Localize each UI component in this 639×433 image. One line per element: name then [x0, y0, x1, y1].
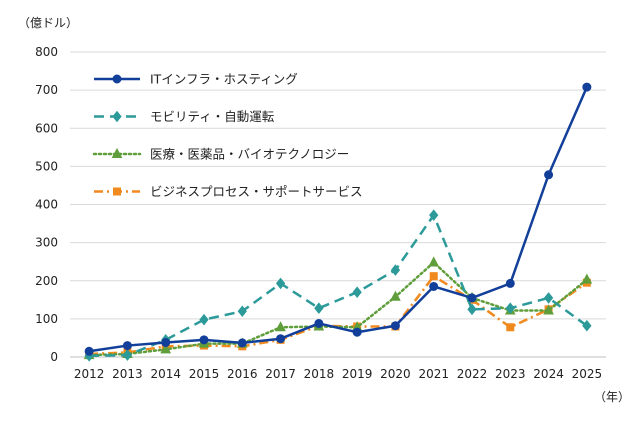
- data-point: [543, 304, 554, 315]
- series-4: [85, 272, 591, 358]
- data-point: [543, 292, 554, 304]
- legend-item: ビジネスプロセス・サポートサービス: [94, 184, 363, 199]
- legend-item: 医療・医薬品・バイオテクノロジー: [92, 147, 349, 162]
- data-point: [544, 170, 554, 180]
- y-tick-label: 800: [35, 45, 58, 59]
- y-tick-label: 600: [35, 121, 58, 135]
- legend-label: ITインフラ・ホスティング: [150, 72, 298, 87]
- data-point: [429, 272, 438, 281]
- series-1: [84, 82, 592, 356]
- data-point: [467, 303, 477, 316]
- data-point: [84, 346, 94, 356]
- legend: ITインフラ・ホスティングモビリティ・自動運転医療・医薬品・バイオテクノロジービ…: [92, 72, 363, 199]
- data-point: [505, 302, 515, 315]
- data-point: [112, 110, 122, 123]
- legend-label: モビリティ・自動運転: [150, 109, 275, 124]
- legend-item: モビリティ・自動運転: [94, 109, 275, 124]
- series-lines: [83, 82, 593, 362]
- y-axis-unit-label: （億ドル）: [18, 16, 78, 30]
- x-tick-label: 2020: [380, 367, 411, 381]
- data-point: [506, 323, 515, 332]
- series-2: [84, 209, 592, 362]
- y-tick-label: 400: [35, 198, 58, 212]
- x-tick-label: 2015: [189, 367, 220, 381]
- legend-item: ITインフラ・ホスティング: [94, 72, 298, 87]
- legend-label: 医療・医薬品・バイオテクノロジー: [150, 147, 349, 162]
- x-tick-label: 2019: [342, 367, 373, 381]
- series-line: [88, 86, 589, 353]
- x-tick-label: 2016: [227, 367, 258, 381]
- x-tick-label: 2022: [457, 367, 488, 381]
- data-point: [505, 278, 515, 288]
- data-point: [122, 341, 132, 351]
- data-point: [113, 187, 121, 196]
- x-tick-label: 2025: [572, 367, 603, 381]
- x-tick-label: 2018: [304, 367, 335, 381]
- data-point: [581, 273, 593, 284]
- x-tick-label: 2012: [74, 367, 105, 381]
- y-tick-label: 100: [35, 312, 58, 326]
- data-point: [467, 293, 477, 303]
- data-point: [199, 335, 209, 345]
- data-point: [390, 264, 401, 276]
- data-point: [582, 319, 592, 332]
- y-tick-label: 500: [35, 159, 58, 173]
- x-tick-label: 2021: [418, 367, 449, 381]
- y-tick-label: 300: [35, 236, 58, 250]
- data-point: [352, 286, 362, 298]
- axes: 0 100 200 300 400 500 600 700 800 2012 2013 2014 201…: [35, 45, 606, 381]
- data-point: [161, 338, 171, 348]
- x-tick-label: 2023: [495, 367, 526, 381]
- data-point: [390, 321, 400, 331]
- data-point: [160, 343, 172, 354]
- data-point: [390, 290, 401, 301]
- series-line: [89, 213, 588, 358]
- x-tick-label: 2014: [150, 367, 181, 381]
- data-point: [199, 313, 209, 326]
- data-point: [276, 334, 286, 344]
- data-point: [429, 209, 439, 221]
- x-tick-label: 2017: [265, 367, 296, 381]
- x-tick-label: 2013: [112, 367, 143, 381]
- data-point: [237, 338, 247, 348]
- data-point: [111, 147, 123, 158]
- y-tick-label: 700: [35, 83, 58, 97]
- data-point: [352, 327, 362, 337]
- data-point: [428, 256, 440, 267]
- data-point: [429, 281, 439, 291]
- data-point: [275, 277, 286, 290]
- x-tick-label: 2024: [533, 367, 564, 381]
- data-point: [237, 305, 247, 318]
- y-tick-label: 200: [35, 274, 58, 288]
- data-point: [122, 349, 133, 361]
- data-point: [112, 74, 122, 84]
- y-tick-label: 0: [50, 350, 58, 364]
- x-axis-unit-label: （年）: [594, 390, 630, 404]
- data-point: [275, 321, 286, 332]
- gridlines: [70, 51, 606, 320]
- legend-label: ビジネスプロセス・サポートサービス: [150, 184, 363, 199]
- data-point: [314, 302, 324, 315]
- data-point: [314, 318, 324, 328]
- data-point: [582, 82, 592, 92]
